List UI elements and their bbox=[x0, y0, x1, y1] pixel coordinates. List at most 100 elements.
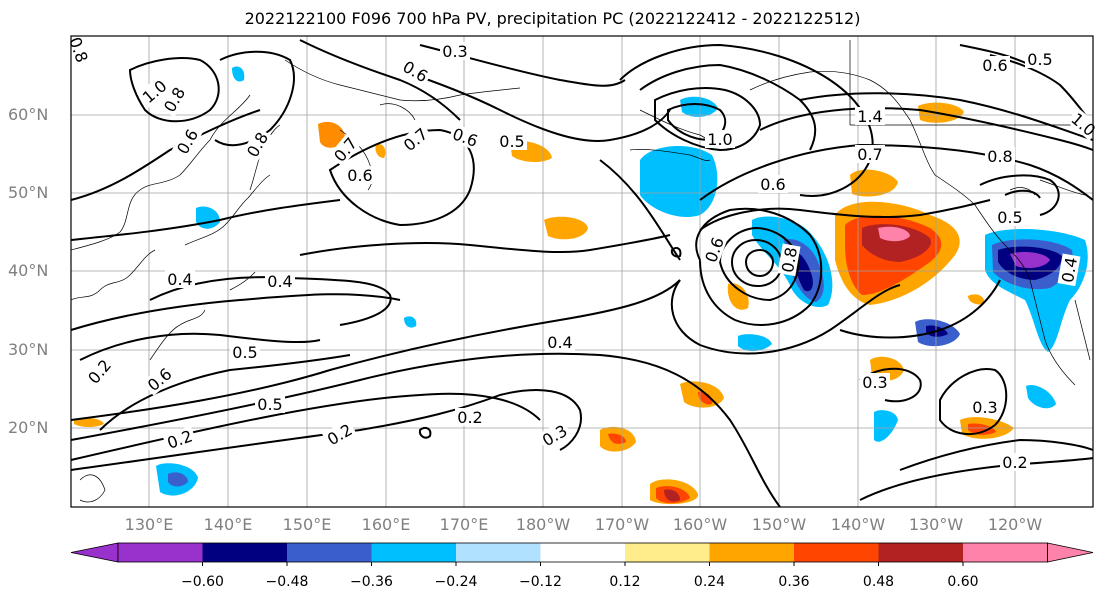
contour-label: 0.2 bbox=[457, 408, 482, 427]
precip-patch bbox=[375, 143, 386, 158]
pv-contour bbox=[99, 354, 351, 431]
latitude-label: 50°N bbox=[8, 183, 49, 202]
contour-label: 0.2 bbox=[1002, 453, 1027, 472]
contour-label: 0.8 bbox=[987, 147, 1012, 166]
precip-patch bbox=[878, 226, 910, 242]
longitude-label: 130°W bbox=[908, 515, 964, 534]
colorbar-extend-max bbox=[1047, 542, 1094, 563]
contour-label: 0.4 bbox=[267, 272, 292, 291]
longitude-label: 150°W bbox=[751, 515, 807, 534]
pv-contour bbox=[299, 234, 671, 256]
contour-label: 1.4 bbox=[857, 107, 882, 126]
latitude-label: 20°N bbox=[8, 418, 49, 437]
contour-label-bg bbox=[497, 132, 527, 150]
pv-contour bbox=[744, 248, 775, 278]
pv-contour bbox=[639, 63, 817, 151]
contour-label: 0.4 bbox=[547, 333, 572, 352]
pv-contour bbox=[70, 352, 781, 508]
coastline bbox=[79, 474, 106, 503]
pv-contour bbox=[418, 427, 432, 439]
pv-contour bbox=[699, 143, 1094, 201]
precip-patch bbox=[968, 294, 985, 305]
pv-contours bbox=[70, 39, 1094, 508]
latitude-label: 40°N bbox=[8, 261, 49, 280]
contour-label-bg bbox=[137, 74, 172, 108]
coastline bbox=[749, 70, 936, 176]
precip-patch bbox=[968, 423, 996, 435]
contour-label: 0.7 bbox=[857, 145, 882, 164]
contour-label-bg bbox=[455, 408, 485, 426]
contour-label-bg bbox=[1057, 253, 1081, 287]
contour-label: 0.8 bbox=[778, 246, 801, 274]
pv-contour bbox=[299, 39, 461, 121]
contour-label-bg bbox=[158, 82, 190, 117]
contour-label-bg bbox=[1066, 107, 1101, 141]
contour-label: 0.6 bbox=[347, 166, 372, 185]
precip-patch bbox=[1010, 252, 1050, 268]
pv-contour bbox=[670, 247, 682, 258]
contour-label: 0.4 bbox=[167, 270, 192, 289]
pv-contour bbox=[70, 389, 582, 471]
latitude-label: 60°N bbox=[8, 105, 49, 124]
contour-label-bg bbox=[537, 419, 572, 451]
map-border bbox=[70, 35, 1094, 508]
contour-label-bg bbox=[545, 333, 575, 351]
longitude-label: 160°E bbox=[361, 515, 411, 534]
contour-label-bg bbox=[855, 107, 885, 125]
contour-label: 0.4 bbox=[1058, 256, 1081, 284]
contour-label: 0.6 bbox=[982, 56, 1007, 75]
contour-label-bg bbox=[265, 272, 295, 290]
precip-patch bbox=[1026, 384, 1056, 409]
pv-contour bbox=[695, 207, 823, 326]
precip-patch bbox=[698, 391, 713, 405]
colorbar-segment bbox=[540, 543, 625, 562]
pv-contour bbox=[959, 44, 1031, 66]
precip-patch bbox=[544, 216, 588, 240]
contour-label: 0.6 bbox=[760, 175, 785, 194]
precip-patch bbox=[850, 169, 898, 197]
contour-label: 0.5 bbox=[499, 132, 524, 151]
colorbar-tick-label: 0.36 bbox=[778, 574, 810, 590]
colorbar-tick-label: −0.48 bbox=[265, 574, 309, 590]
contour-label-bg bbox=[970, 398, 1000, 416]
contour-label: 0.5 bbox=[997, 208, 1022, 227]
colorbar-segment bbox=[202, 543, 287, 562]
contour-label: 0.3 bbox=[862, 373, 887, 392]
precip-patch bbox=[168, 472, 188, 487]
colorbar-extend-min bbox=[70, 542, 119, 563]
contour-label-bg bbox=[758, 175, 788, 193]
contour-label-bg bbox=[860, 373, 890, 391]
colorbar-tick-label: 0.12 bbox=[609, 574, 641, 590]
pv-contour bbox=[328, 128, 475, 227]
contour-label-bg bbox=[700, 232, 728, 267]
pv-contour bbox=[667, 103, 727, 142]
graticule bbox=[71, 36, 1093, 507]
contour-label-bg bbox=[241, 127, 273, 162]
pv-contour bbox=[670, 279, 901, 355]
contour-label-bg bbox=[345, 166, 375, 184]
precip-patch bbox=[232, 66, 245, 82]
longitude-label: 120°W bbox=[987, 515, 1043, 534]
contour-label-bg bbox=[322, 418, 357, 450]
contour-label: 0.3 bbox=[442, 42, 467, 61]
pv-contour bbox=[70, 199, 341, 241]
coastline bbox=[70, 249, 156, 301]
contour-label-bg bbox=[171, 124, 203, 159]
contour-label-bg bbox=[980, 56, 1010, 74]
pv-contour bbox=[79, 332, 321, 361]
precip-patch bbox=[680, 96, 718, 117]
contour-label-bg bbox=[82, 354, 116, 389]
contour-label-bg bbox=[230, 343, 260, 361]
contour-label-bg bbox=[440, 42, 470, 60]
colorbar-segment bbox=[287, 543, 372, 562]
coastline bbox=[229, 271, 256, 291]
coastline bbox=[1074, 299, 1091, 361]
contour-label-bg bbox=[448, 123, 483, 151]
coastline bbox=[934, 174, 1076, 386]
colorbar-tick-label: −0.24 bbox=[434, 574, 478, 590]
longitude-label: 180°W bbox=[515, 515, 571, 534]
latitude-label: 30°N bbox=[8, 340, 49, 359]
pv-contour bbox=[939, 368, 1008, 436]
contour-label: 0.3 bbox=[972, 398, 997, 417]
